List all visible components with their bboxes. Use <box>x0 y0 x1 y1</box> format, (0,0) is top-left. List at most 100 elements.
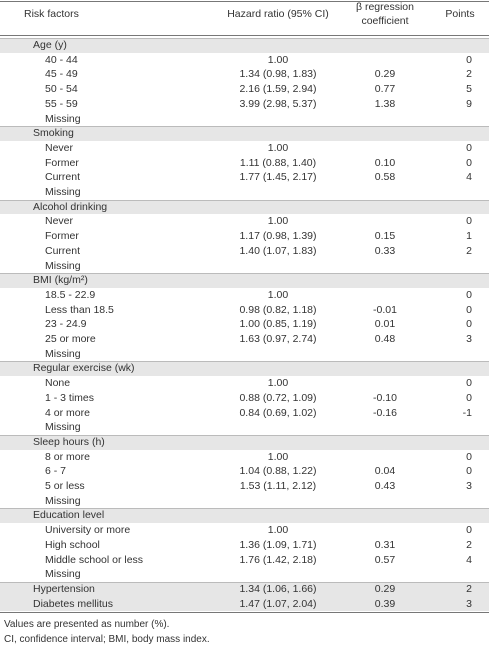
section-title: Age (y) <box>33 39 67 51</box>
risk-factor: Current <box>45 171 81 184</box>
hazard-ratio: 1.00 <box>267 288 289 301</box>
hazard-ratio: 1.04 (0.88, 1.22) <box>239 465 317 478</box>
hazard-ratio: 1.00 <box>267 53 289 66</box>
risk-factor: Missing <box>45 186 81 198</box>
points: 3 <box>466 480 472 492</box>
points: 0 <box>466 377 472 390</box>
risk-factor: 5 or less <box>45 480 85 492</box>
beta-coefficient: 0.43 <box>374 480 396 492</box>
points: 0 <box>466 524 472 537</box>
risk-factor: 40 - 44 <box>45 53 78 66</box>
points: 0 <box>466 156 472 169</box>
hazard-ratio: 1.00 <box>267 141 289 154</box>
hazard-ratio: 3.99 (2.98, 5.37) <box>239 97 317 110</box>
section-title: Regular exercise (wk) <box>33 362 135 375</box>
beta-coefficient: 0.58 <box>374 171 396 184</box>
header-cell: Hazard ratio (95% CI) <box>227 8 329 20</box>
points: 3 <box>466 597 472 610</box>
risk-factor: 23 - 24.9 <box>45 318 87 331</box>
risk-factor: Missing <box>45 421 81 434</box>
hazard-ratio: 1.63 (0.97, 2.74) <box>239 333 317 345</box>
risk-factor: University or more <box>45 524 131 537</box>
header-cell: β regression <box>356 1 414 13</box>
risk-factor: High school <box>45 538 100 551</box>
risk-factor: Missing <box>45 347 81 360</box>
risk-factor: Never <box>45 141 74 154</box>
risk-factor: Missing <box>45 568 81 581</box>
footnote: Values are presented as number (%). <box>4 619 170 631</box>
section-title: Sleep hours (h) <box>33 435 105 448</box>
risk-factor: Never <box>45 215 74 228</box>
points: -1 <box>462 406 472 419</box>
risk-factor: Hypertension <box>33 582 95 595</box>
points: 2 <box>466 244 472 257</box>
risk-factor: 45 - 49 <box>45 68 78 81</box>
risk-factor: 4 or more <box>45 406 90 419</box>
points: 0 <box>466 141 472 154</box>
risk-factor: None <box>45 377 71 390</box>
points: 2 <box>466 68 472 81</box>
beta-coefficient: 0.01 <box>374 318 396 331</box>
bottom-rule <box>0 612 489 614</box>
points: 0 <box>466 318 472 331</box>
points: 0 <box>466 215 472 228</box>
risk-factor: Former <box>45 230 79 243</box>
risk-factor: 55 - 59 <box>45 97 78 110</box>
points: 5 <box>466 83 472 96</box>
section-band <box>0 126 489 141</box>
risk-factor: Diabetes mellitus <box>33 597 113 610</box>
risk-factor: Middle school or less <box>45 553 144 566</box>
points: 9 <box>466 97 472 110</box>
beta-coefficient: -0.01 <box>373 303 397 316</box>
risk-factor: Missing <box>45 259 81 272</box>
hazard-ratio: 1.53 (1.11, 2.12) <box>239 480 317 492</box>
points: 0 <box>466 53 472 66</box>
hazard-ratio: 0.98 (0.82, 1.18) <box>239 303 317 316</box>
points: 0 <box>466 288 472 301</box>
points: 0 <box>466 450 472 463</box>
points: 0 <box>466 391 472 404</box>
hazard-ratio: 1.00 (0.85, 1.19) <box>239 318 317 331</box>
risk-factor: 25 or more <box>45 333 96 345</box>
hazard-ratio: 0.88 (0.72, 1.09) <box>239 391 317 404</box>
risk-factor: Missing <box>45 112 81 125</box>
risk-factor: 50 - 54 <box>45 83 78 96</box>
hazard-ratio: 1.76 (1.42, 2.18) <box>239 553 317 566</box>
beta-coefficient: 0.10 <box>374 156 396 169</box>
beta-coefficient: 0.57 <box>374 553 396 566</box>
hazard-ratio: 1.77 (1.45, 2.17) <box>239 171 317 184</box>
risk-factor: Former <box>45 156 79 169</box>
header-cell: Points <box>445 8 475 20</box>
risk-factor: 8 or more <box>45 450 90 463</box>
beta-coefficient: 0.39 <box>374 597 396 610</box>
section-title: Smoking <box>33 127 74 140</box>
beta-coefficient: 0.31 <box>374 538 396 551</box>
header-cell: Risk factors <box>24 8 79 20</box>
section-title: Education level <box>33 509 105 522</box>
risk-factor: Missing <box>45 494 81 507</box>
risk-factor: 1 - 3 times <box>45 391 95 404</box>
hazard-ratio: 1.34 (0.98, 1.83) <box>239 68 317 81</box>
header-cell: coefficient <box>361 15 409 27</box>
beta-coefficient: 0.33 <box>374 244 396 257</box>
hazard-ratio: 1.47 (1.07, 2.04) <box>239 597 317 610</box>
section-band <box>0 199 489 215</box>
footnote: CI, confidence interval; BMI, body mass … <box>4 634 210 646</box>
hazard-ratio: 1.36 (1.09, 1.71) <box>239 538 317 551</box>
points: 2 <box>466 538 472 551</box>
points: 4 <box>466 171 472 184</box>
hazard-ratio: 2.16 (1.59, 2.94) <box>239 83 317 96</box>
points: 3 <box>466 333 472 345</box>
hazard-ratio: 1.34 (1.06, 1.66) <box>239 582 317 595</box>
section-band <box>0 508 489 524</box>
beta-coefficient: 0.29 <box>374 582 396 595</box>
beta-coefficient: -0.10 <box>373 391 397 404</box>
risk-factor: 6 - 7 <box>45 465 67 478</box>
risk-factor: Less than 18.5 <box>45 303 114 316</box>
section-band <box>0 38 489 53</box>
section-title: BMI (kg/m²) <box>33 274 88 287</box>
beta-coefficient: 0.77 <box>374 83 396 96</box>
hazard-ratio: 1.00 <box>267 215 289 228</box>
beta-coefficient: 0.48 <box>374 333 396 345</box>
